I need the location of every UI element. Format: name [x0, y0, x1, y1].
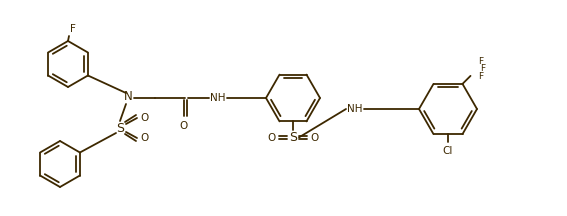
Text: O: O	[140, 133, 148, 143]
Text: Cl: Cl	[443, 146, 453, 156]
Text: F: F	[479, 72, 484, 81]
Text: S: S	[289, 131, 297, 144]
Text: NH: NH	[347, 104, 363, 114]
Text: O: O	[179, 121, 187, 131]
Text: F: F	[70, 24, 76, 34]
Text: NH: NH	[210, 93, 226, 103]
Text: F: F	[479, 57, 484, 66]
Text: F: F	[480, 64, 485, 73]
Text: S: S	[116, 121, 124, 135]
Text: N: N	[124, 91, 132, 103]
Text: O: O	[140, 113, 148, 123]
Text: O: O	[268, 133, 276, 143]
Text: O: O	[310, 133, 318, 143]
